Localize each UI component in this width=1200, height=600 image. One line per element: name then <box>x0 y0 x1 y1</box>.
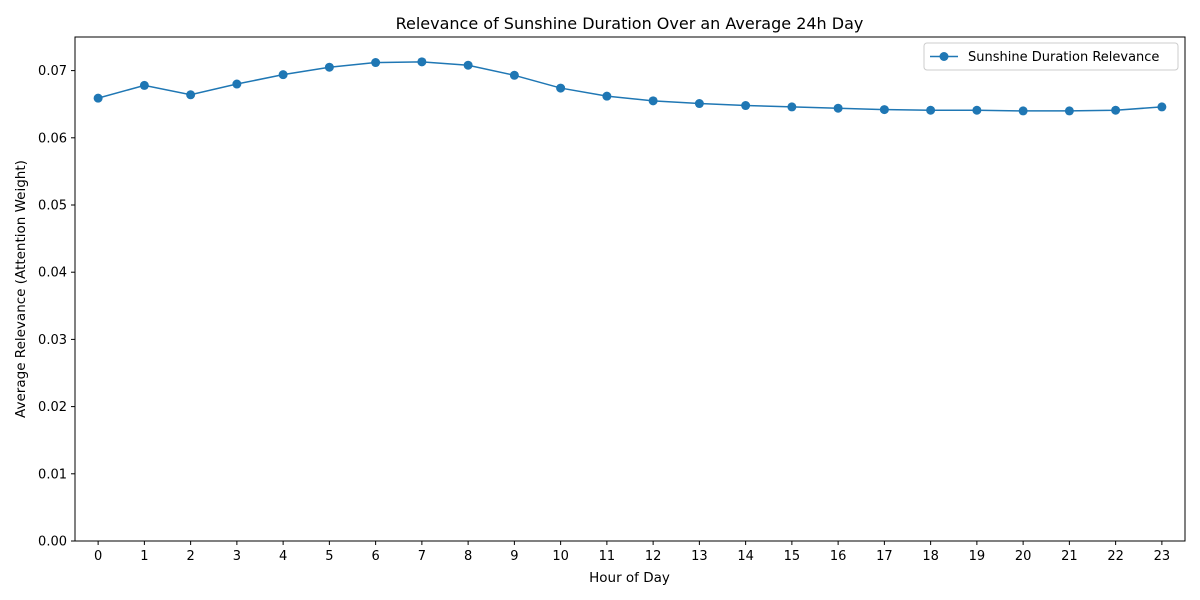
data-point <box>741 101 751 111</box>
x-tick-label: 10 <box>552 549 569 564</box>
y-tick-label: 0.00 <box>38 535 67 550</box>
y-tick-label: 0.05 <box>38 199 67 214</box>
x-tick-label: 7 <box>418 549 426 564</box>
x-tick-label: 18 <box>922 549 939 564</box>
series-layer <box>93 57 1167 116</box>
legend-label: Sunshine Duration Relevance <box>968 50 1159 65</box>
y-tick-label: 0.03 <box>38 333 67 348</box>
data-point <box>186 90 196 100</box>
x-tick-label: 8 <box>464 549 472 564</box>
x-tick-label: 21 <box>1061 549 1078 564</box>
y-axis: 0.00 0.01 0.02 0.03 0.04 0.05 0.06 0.07 <box>38 64 75 550</box>
series-line <box>97 61 1162 112</box>
y-axis-label: Average Relevance (Attention Weight) <box>13 160 29 418</box>
data-point <box>417 57 427 67</box>
x-tick-label: 14 <box>737 549 754 564</box>
y-tick-label: 0.04 <box>38 266 67 281</box>
data-point <box>787 102 797 112</box>
legend: Sunshine Duration Relevance <box>923 42 1179 71</box>
x-tick-label: 6 <box>371 549 379 564</box>
data-point <box>371 58 381 68</box>
x-tick-label: 0 <box>94 549 102 564</box>
x-tick-label: 13 <box>691 549 708 564</box>
x-tick-label: 1 <box>140 549 148 564</box>
data-point <box>926 105 936 115</box>
data-point <box>556 83 566 93</box>
data-point <box>1018 106 1028 116</box>
x-tick-label: 11 <box>599 549 616 564</box>
data-point <box>972 105 982 115</box>
x-tick-label: 12 <box>645 549 662 564</box>
data-point <box>833 103 843 113</box>
y-tick-label: 0.01 <box>38 467 67 482</box>
y-tick-label: 0.07 <box>38 64 67 79</box>
plot-area <box>74 36 1186 542</box>
x-tick-label: 23 <box>1154 549 1171 564</box>
x-tick-label: 15 <box>784 549 801 564</box>
x-tick-label: 17 <box>876 549 893 564</box>
data-point <box>324 62 334 72</box>
x-tick-label: 9 <box>510 549 518 564</box>
data-point <box>463 60 473 70</box>
x-tick-label: 16 <box>830 549 847 564</box>
x-tick-label: 3 <box>233 549 241 564</box>
x-tick-label: 5 <box>325 549 333 564</box>
data-point <box>139 80 149 90</box>
data-point <box>93 93 103 103</box>
legend-marker <box>939 52 949 61</box>
data-point <box>602 91 612 101</box>
x-tick-label: 19 <box>969 549 986 564</box>
data-point <box>879 105 889 115</box>
x-tick-label: 22 <box>1107 549 1124 564</box>
data-point <box>648 96 658 106</box>
data-point <box>1064 106 1074 116</box>
x-tick-label: 4 <box>279 549 287 564</box>
data-point <box>232 79 242 89</box>
legend-box <box>923 42 1179 71</box>
x-axis-label: Hour of Day <box>589 570 670 586</box>
x-tick-label: 2 <box>186 549 194 564</box>
x-axis: 0 1 2 3 4 5 6 7 8 9 10 11 12 13 14 15 16 17 18 19 20 21 22 23 <box>94 541 1170 564</box>
y-tick-label: 0.06 <box>38 131 67 146</box>
data-point <box>694 99 704 109</box>
y-tick-label: 0.02 <box>38 400 67 415</box>
x-tick-label: 20 <box>1015 549 1032 564</box>
chart-title: Relevance of Sunshine Duration Over an A… <box>396 14 864 33</box>
data-point <box>278 70 288 80</box>
data-point <box>1157 102 1167 112</box>
data-point <box>1111 105 1121 115</box>
data-point <box>509 70 519 80</box>
plot-frame <box>74 36 1186 542</box>
